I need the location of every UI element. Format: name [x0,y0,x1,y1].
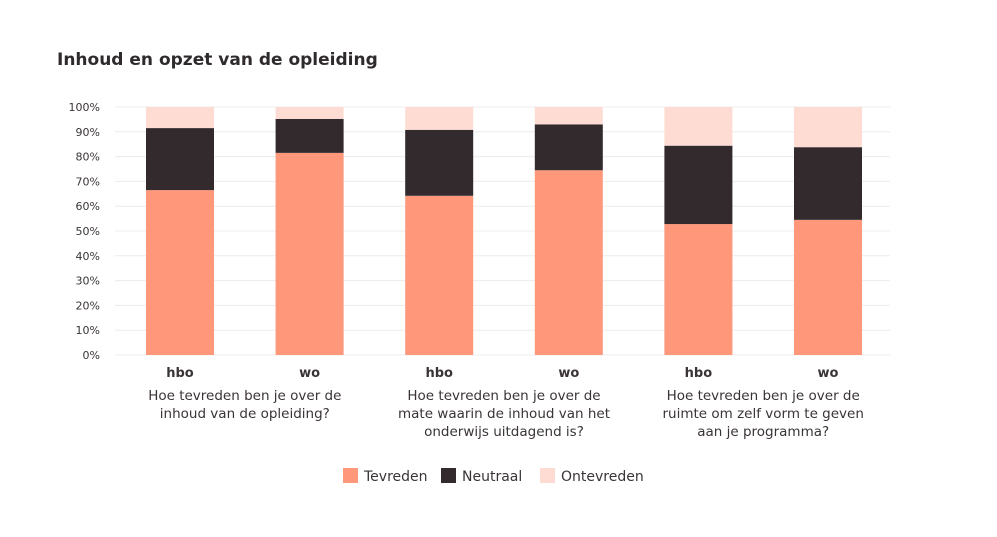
group-label: Hoe tevreden ben je over de inhoud van de… [148,388,341,422]
y-tick-label: 0% [83,349,100,362]
y-tick-label: 100% [69,101,100,114]
bar-segment-ontevreden [146,107,214,129]
legend-label: Tevreden [363,469,428,485]
y-tick-label: 20% [76,299,100,312]
bar-segment-neutraal [794,147,862,220]
bar-segment-ontevreden [275,107,344,119]
y-tick-label: 30% [76,275,100,288]
group-label-line: ruimte om zelf vorm te geven [662,406,863,422]
bar-segment-neutraal [275,118,344,153]
legend-swatch [441,468,456,483]
category-label: hbo [685,366,713,381]
group-label-line: onderwijs uitdagend is? [424,424,584,440]
y-tick-label: 10% [76,324,100,337]
legend-swatch [540,468,555,483]
bar-segment-neutraal [146,128,214,191]
group-label-line: inhoud van de opleiding? [160,406,330,422]
group-label-line: Hoe tevreden ben je over de [407,388,600,404]
bar-segment-neutraal [534,124,603,171]
y-tick-label: 80% [76,151,100,164]
legend-swatch [343,468,358,483]
group-label: Hoe tevreden ben je over de ruimte om zel… [662,388,863,440]
legend-label: Ontevreden [561,469,644,485]
bar-segment-tevreden [275,152,344,355]
y-tick-label: 90% [76,126,100,139]
category-label: hbo [425,366,453,381]
bar-segment-ontevreden [534,107,603,125]
chart-title: Inhoud en opzet van de opleiding [57,50,378,70]
bar-segment-neutraal [405,129,474,196]
bar-segment-tevreden [405,195,474,355]
group-label-line: Hoe tevreden ben je over de [667,388,860,404]
group-labels: Hoe tevreden ben je over de inhoud van de… [148,388,864,440]
y-tick-label: 60% [76,200,100,213]
gridlines [115,106,890,356]
y-tick-label: 40% [76,250,100,263]
category-label: wo [558,366,579,381]
bar-segment-neutraal [664,145,733,225]
group-label-line: mate waarin de inhoud van het [398,406,610,422]
bar-segment-tevreden [146,190,214,355]
legend-label: Neutraal [462,469,522,485]
group-label-line: aan je programma? [697,424,829,440]
group-label-line: Hoe tevreden ben je over de [148,388,341,404]
bar-segment-ontevreden [664,107,733,146]
category-label: wo [299,366,320,381]
bar-segment-tevreden [794,219,862,355]
group-label: Hoe tevreden ben je over de mate waarin d… [398,388,610,440]
bar-segment-ontevreden [405,107,474,130]
y-tick-label: 70% [76,175,100,188]
category-label: wo [818,366,839,381]
bars [146,107,862,355]
y-tick-label: 50% [76,225,100,238]
bar-segment-tevreden [664,224,733,355]
legend: Tevreden Neutraal Ontevreden [343,468,644,485]
bar-segment-ontevreden [794,107,862,148]
category-label: hbo [166,366,194,381]
bar-segment-tevreden [534,170,603,355]
category-labels: hbo wo hbo wo hbo wo [166,366,838,381]
y-axis-ticks: 0% 10% 20% 30% 40% 50% 60% 70% 80% 90% 100% [69,101,100,362]
